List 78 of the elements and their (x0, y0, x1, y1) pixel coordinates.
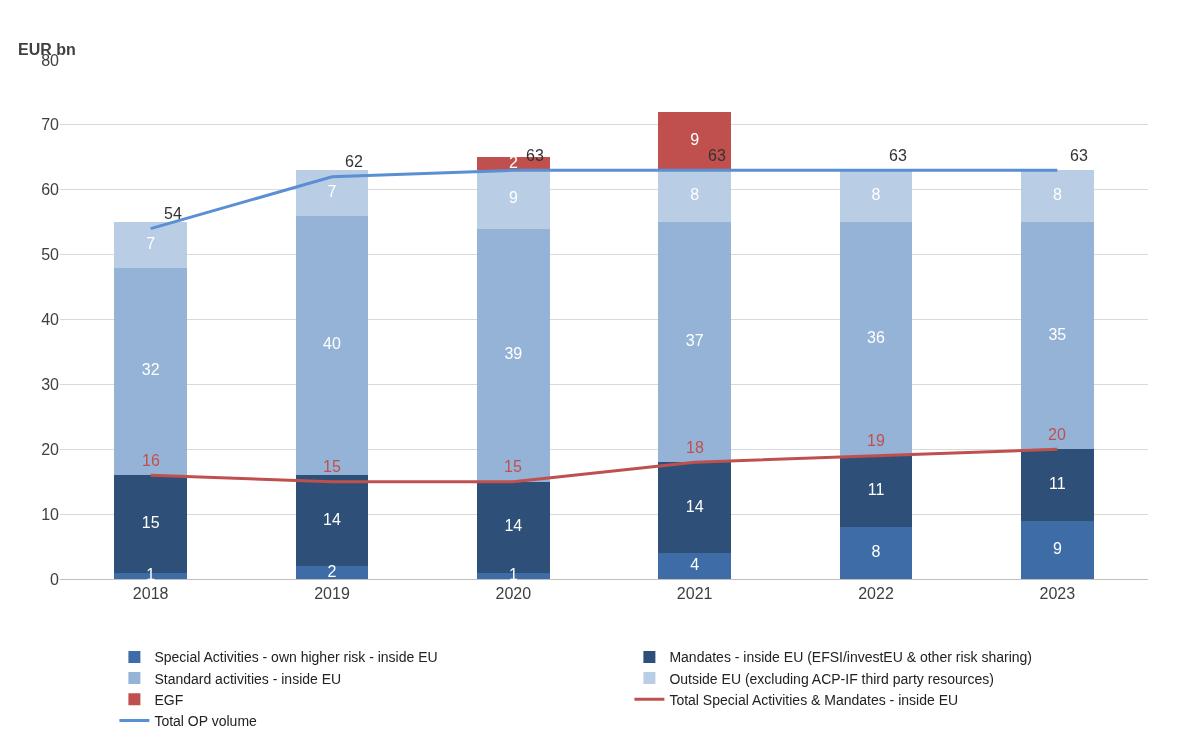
legend-label: EGF (154, 691, 184, 708)
bar (295, 566, 369, 579)
data-label: 8 (1052, 186, 1062, 204)
x-tick-label: 2021 (676, 585, 713, 603)
data-label: 15 (504, 458, 522, 475)
data-label: 62 (345, 153, 363, 170)
legend-label: Total OP volume (154, 712, 258, 729)
y-tick-label: 40 (41, 311, 60, 329)
y-tick-label: 30 (41, 375, 60, 393)
legend-label: Outside EU (excluding ACP-IF third party resources) (669, 670, 994, 687)
data-label: 54 (164, 205, 182, 222)
y-tick-label: 10 (41, 505, 60, 523)
y-tick-label: 60 (41, 181, 60, 199)
bar (839, 222, 913, 456)
bar (839, 527, 913, 579)
data-label: 63 (708, 147, 726, 164)
x-tick-label: 2022 (858, 585, 894, 603)
bar (658, 462, 731, 554)
bar (658, 170, 731, 223)
data-label: 19 (867, 432, 885, 449)
bar (295, 215, 369, 476)
data-label: 9 (508, 189, 518, 207)
bar (658, 553, 731, 579)
data-label: 1 (146, 565, 156, 583)
data-label: 20 (1048, 426, 1066, 443)
data-label: 14 (685, 497, 704, 515)
data-label: 7 (327, 182, 337, 200)
data-label: 1 (508, 565, 518, 583)
x-tick-label: 2023 (1039, 585, 1076, 603)
data-label: 32 (141, 361, 160, 379)
data-label: 15 (323, 458, 341, 475)
data-label: 2 (327, 562, 337, 580)
data-label: 8 (871, 543, 881, 561)
x-tick-label: 2019 (314, 585, 350, 603)
y-tick-label: 70 (41, 116, 60, 134)
legend-label: Standard activities - inside EU (154, 670, 342, 687)
data-label: 8 (690, 186, 700, 204)
data-label: 4 (690, 556, 700, 574)
data-label: 18 (686, 439, 704, 456)
y-tick-label: 50 (41, 246, 60, 264)
legend-label: Mandates - inside EU (EFSI/investEU & other risk sharing) (669, 649, 1032, 666)
bar (114, 267, 187, 476)
bar (1021, 222, 1094, 450)
data-label: 9 (1052, 539, 1062, 557)
data-label: 8 (871, 186, 881, 204)
data-label: 11 (867, 481, 885, 499)
data-label: 14 (504, 517, 523, 535)
data-label: 14 (323, 510, 341, 528)
legend-label: Total Special Activities & Mandates - inside EU (669, 691, 959, 708)
data-label: 63 (889, 147, 907, 164)
x-tick-label: 2018 (132, 585, 169, 603)
bar (295, 170, 369, 216)
bar (477, 170, 550, 229)
data-label: 63 (1070, 147, 1088, 164)
data-label: 15 (141, 513, 160, 531)
bar (1021, 520, 1094, 579)
data-label: 39 (504, 345, 523, 363)
bar (658, 222, 731, 463)
data-label: 35 (1048, 325, 1067, 343)
data-label: 36 (867, 328, 885, 346)
bar (658, 111, 731, 171)
bar (1021, 170, 1094, 223)
data-label: 11 (1049, 474, 1066, 492)
data-label: 9 (690, 131, 700, 149)
bar (1021, 449, 1094, 521)
data-label: 37 (685, 332, 704, 350)
data-label: 7 (146, 234, 156, 252)
x-tick-label: 2020 (495, 585, 532, 603)
data-label: 16 (142, 452, 160, 469)
data-label: 40 (323, 335, 341, 353)
bar (295, 475, 369, 567)
legend-label: Special Activities - own higher risk - inside EU (154, 649, 438, 666)
y-tick-label: 20 (41, 440, 60, 458)
bar (114, 222, 187, 268)
bar (477, 228, 550, 482)
bar (839, 170, 913, 223)
y-tick-label: 0 (50, 570, 60, 588)
bar (839, 455, 913, 528)
